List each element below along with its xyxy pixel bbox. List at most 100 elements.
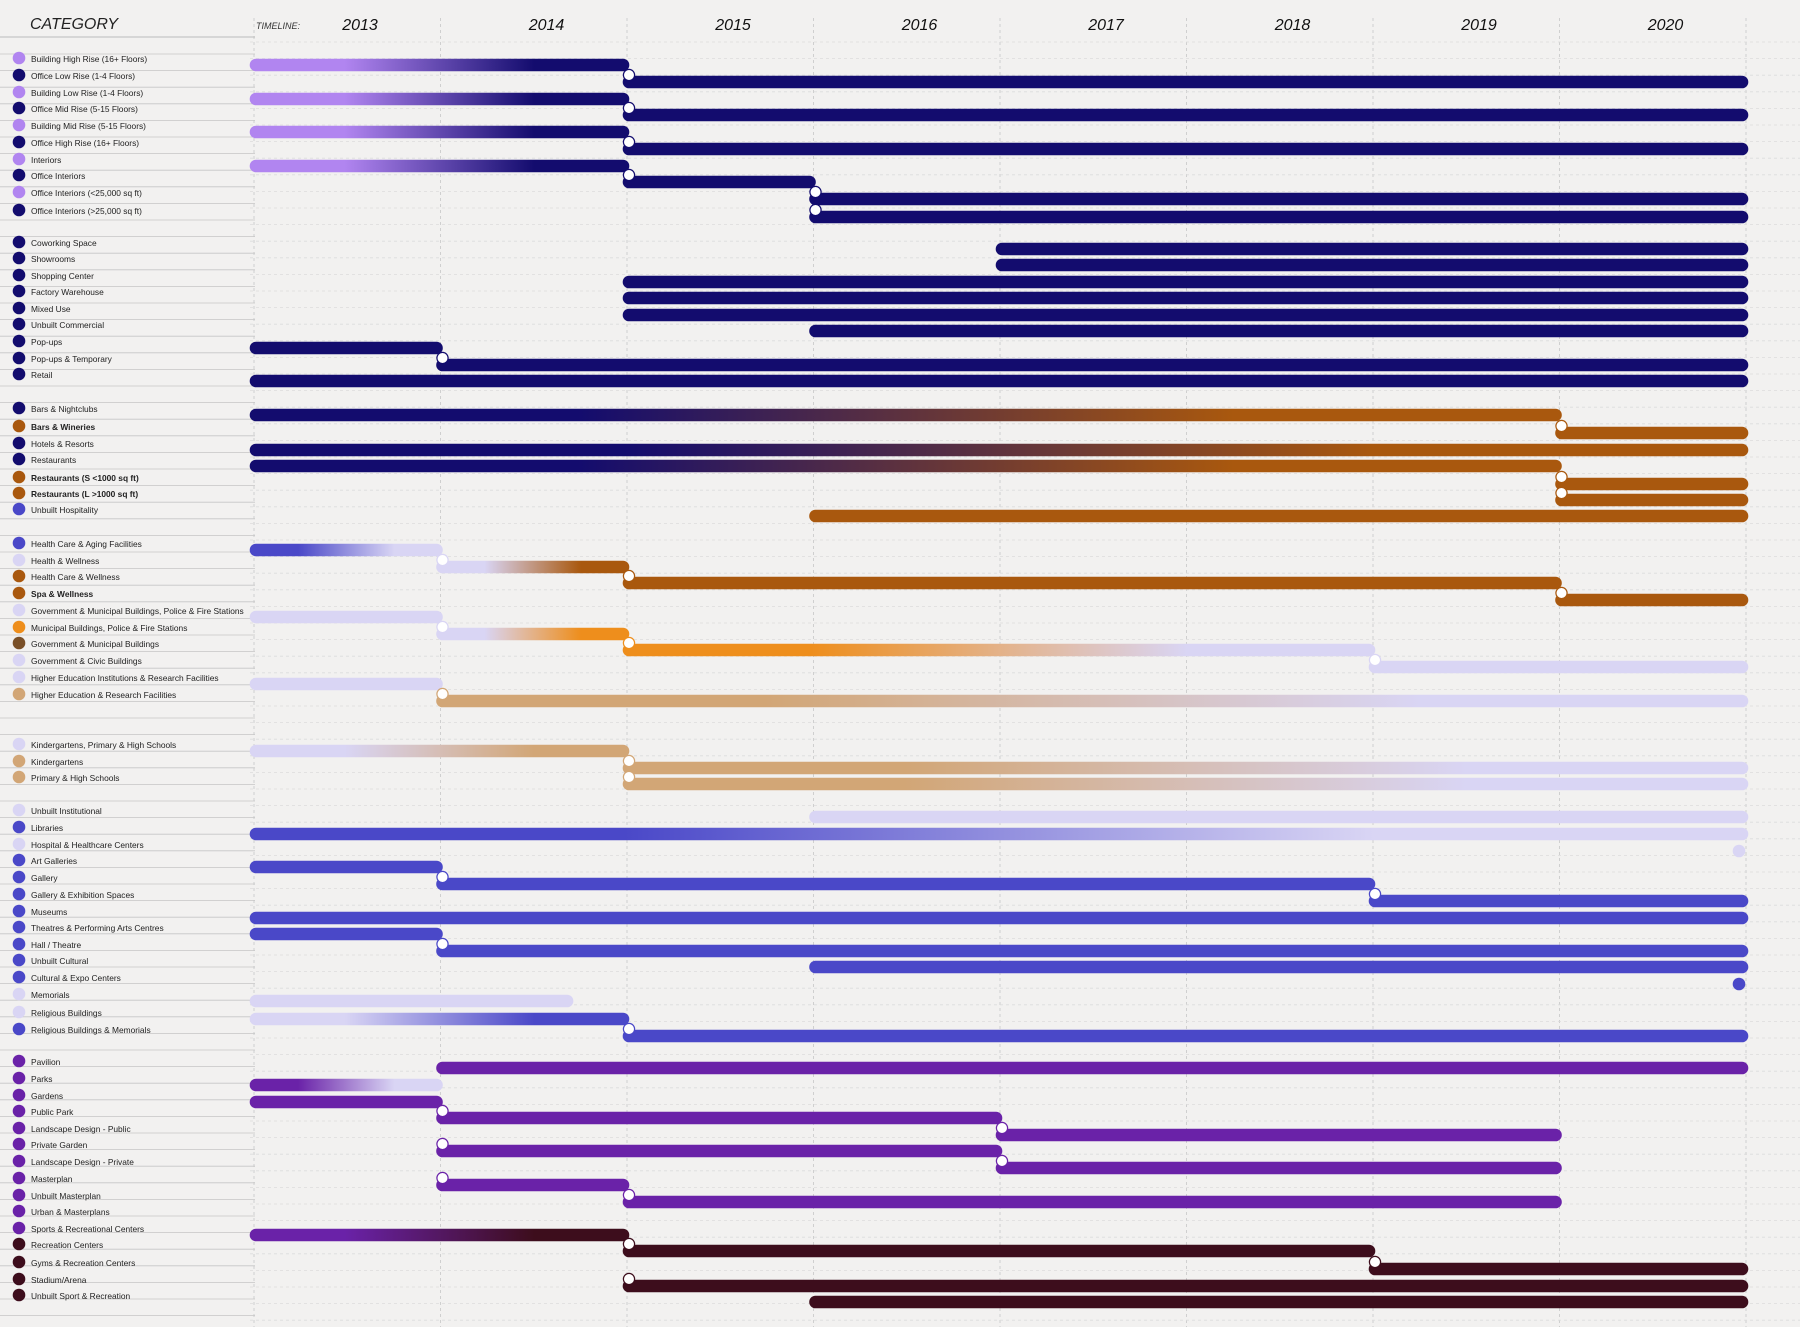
series-bar <box>622 291 1749 305</box>
category-label: Shopping Center <box>31 271 94 281</box>
series-bar <box>622 1195 1562 1209</box>
category-label: Retail <box>31 370 53 380</box>
category-label: Museums <box>31 907 67 917</box>
series-layer <box>249 58 1749 1309</box>
transition-marker <box>436 553 449 567</box>
category-dot <box>12 569 26 583</box>
category-dot <box>12 284 26 298</box>
category-label: Showrooms <box>31 254 75 264</box>
transition-marker <box>436 687 449 701</box>
transition-marker <box>436 1171 449 1185</box>
series-bar <box>249 994 574 1008</box>
row-separators <box>0 36 255 1316</box>
category-label: Sports & Recreational Centers <box>31 1224 144 1234</box>
category-dot <box>12 737 26 751</box>
category-dot <box>12 887 26 901</box>
category-label: Religious Buildings & Memorials <box>31 1025 151 1035</box>
category-dot <box>12 168 26 182</box>
series-bar <box>622 777 1749 791</box>
year-tick-label: 2016 <box>901 17 938 34</box>
series-bar <box>995 258 1749 272</box>
series-bar <box>1555 593 1749 607</box>
category-label: Office Interiors <box>31 171 85 181</box>
category-dot <box>12 486 26 500</box>
series-bar <box>249 677 443 691</box>
transition-marker <box>622 101 636 115</box>
transition-marker <box>1555 419 1568 433</box>
category-label: Unbuilt Institutional <box>31 806 102 816</box>
category-dot <box>12 367 26 381</box>
category-dot <box>12 770 26 784</box>
series-bar <box>622 643 1376 657</box>
transition-marker <box>436 1137 449 1151</box>
category-label: Unbuilt Sport & Recreation <box>31 1291 130 1301</box>
series-bar <box>249 860 443 874</box>
transition-marker <box>1368 887 1382 901</box>
category-dot <box>12 1005 26 1019</box>
series-bar <box>249 374 1749 388</box>
category-dot <box>12 920 26 934</box>
series-bar <box>622 175 816 189</box>
transition-marker <box>1555 486 1568 500</box>
transition-marker <box>622 1022 636 1036</box>
category-dot <box>12 101 26 115</box>
year-tick-label: 2014 <box>528 17 565 34</box>
transition-marker <box>995 1154 1009 1168</box>
series-dot <box>1732 844 1746 858</box>
category-dot <box>12 853 26 867</box>
category-dot <box>12 1221 26 1235</box>
category-label: Recreation Centers <box>31 1240 103 1250</box>
category-label: Health Care & Wellness <box>31 572 120 582</box>
series-bar <box>249 125 630 139</box>
category-dot <box>12 51 26 65</box>
category-label: Government & Municipal Buildings <box>31 639 159 649</box>
category-label: Kindergartens, Primary & High Schools <box>31 740 176 750</box>
series-bar <box>249 610 443 624</box>
transition-marker <box>436 870 449 884</box>
series-bar <box>436 358 1749 372</box>
category-dot <box>12 185 26 199</box>
category-dot <box>12 334 26 348</box>
category-label: Hall / Theatre <box>31 940 81 950</box>
category-label: Coworking Space <box>31 238 97 248</box>
series-bar <box>249 827 1749 841</box>
category-dot <box>12 235 26 249</box>
year-tick-label: 2013 <box>341 17 378 34</box>
category-dot <box>12 1288 26 1302</box>
year-tick-label: 2019 <box>1460 17 1497 34</box>
category-label: Art Galleries <box>31 856 77 866</box>
transition-marker <box>995 1121 1009 1135</box>
category-dot <box>12 1171 26 1185</box>
transition-marker <box>622 569 636 583</box>
transition-marker <box>436 351 449 365</box>
category-dot <box>12 1272 26 1286</box>
category-label: Gyms & Recreation Centers <box>31 1258 135 1268</box>
category-label: Religious Buildings <box>31 1008 102 1018</box>
series-bar <box>249 1078 443 1092</box>
category-label: Memorials <box>31 990 70 1000</box>
transition-marker <box>436 937 449 951</box>
year-tick-label: 2015 <box>714 17 751 34</box>
category-label: Pavilion <box>31 1057 61 1067</box>
series-bar <box>436 944 1749 958</box>
series-bar <box>1555 477 1749 491</box>
category-label: Health Care & Aging Facilities <box>31 539 142 549</box>
category-dot <box>12 502 26 516</box>
transition-marker <box>809 185 822 199</box>
category-list: Building High Rise (16+ Floors) Office Lo… <box>12 51 244 1302</box>
transition-marker <box>622 68 636 82</box>
series-bar <box>809 509 1749 523</box>
category-dot <box>12 754 26 768</box>
category-dot <box>12 620 26 634</box>
category-label: Factory Warehouse <box>31 287 104 297</box>
series-bar <box>436 560 630 574</box>
series-bar <box>622 75 1749 89</box>
category-dot <box>12 268 26 282</box>
category-label: Pop-ups <box>31 337 62 347</box>
series-bar <box>622 275 1749 289</box>
category-label: Restaurants (L >1000 sq ft) <box>31 489 138 499</box>
category-dot <box>12 1054 26 1068</box>
series-bar <box>809 810 1749 824</box>
series-bar <box>809 192 1749 206</box>
category-dot <box>12 1154 26 1168</box>
